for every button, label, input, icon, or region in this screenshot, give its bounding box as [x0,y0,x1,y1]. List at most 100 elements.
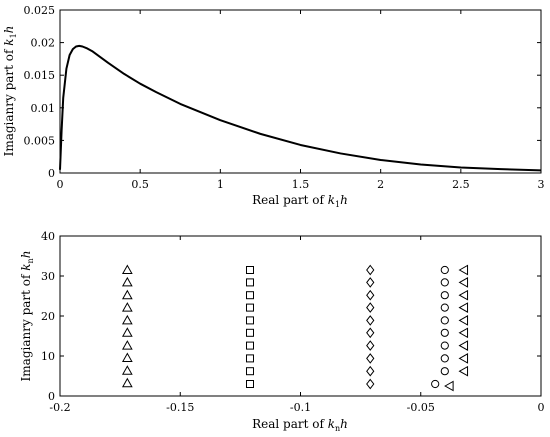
triangle-left-marker [458,340,469,351]
bottom-plot-frame [59,235,542,397]
top-series [59,44,542,172]
top-x-tick-label: 3 [538,178,545,191]
triangle-marker [121,314,133,325]
triangle-marker [121,352,133,362]
bottom-x-axis-label: Real part of knh [252,417,348,433]
triangle-marker [121,327,133,337]
bottom-x-tick-label: -0.15 [166,401,194,414]
bottom-y-tick-label: 10 [41,350,55,363]
circle-marker [440,265,449,275]
diamond-marker [366,277,375,288]
triangle-left-marker [458,315,469,326]
bottom-x-label-tail: h [340,417,348,431]
top-x-ticks: 0 0.5 1 1.5 2 2.5 3 [57,10,545,191]
diamond-marker [366,315,375,326]
square-marker [245,291,254,300]
circle-marker [440,278,449,287]
top-plot-frame [59,9,542,174]
triangle-left-marker [458,302,469,313]
square-marker [245,380,254,388]
circle-marker [431,379,440,389]
square-marker [245,328,254,337]
top-y-tick-label: 0.01 [31,102,56,115]
top-x-tick-label: 0 [57,178,64,191]
top-y-tick-label: 0 [48,167,55,180]
bottom-y-tick-label: 0 [48,390,55,403]
triangle-left-marker [458,365,469,377]
bottom-x-tick-label: -0.2 [49,401,70,414]
circle-marker [440,328,449,337]
top-x-axis-label: Real part of k1h [252,193,348,209]
top-y-tick-label: 0.005 [24,134,56,147]
top-x-label-tail: h [340,193,348,207]
top-y-label-sub: 1 [9,33,18,38]
diamond-marker [366,264,375,276]
square-marker [245,367,254,376]
square-marker [245,316,254,325]
diamond-marker [366,302,375,313]
bottom-y-ticks: 0 10 20 30 40 [41,230,541,403]
bottom-y-label-var: k [19,263,33,270]
triangle-marker [121,340,133,350]
top-y-label-main: Imagianry part of [2,46,16,157]
bottom-x-tick-label: 0 [538,401,545,414]
circle-marker [440,354,449,363]
bottom-x-tick-label: -0.1 [290,401,311,414]
bottom-y-tick-label: 20 [41,310,55,323]
bottom-x-label-var: k [328,417,335,431]
diamond-marker [366,327,375,339]
triangle-left-marker [458,353,469,364]
triangle-left-marker [458,277,469,288]
bottom-y-label-sub: n [26,258,35,263]
bottom-series [121,264,469,392]
top-y-tick-label: 0.025 [24,4,56,17]
top-y-label-tail: h [2,26,16,34]
triangle-marker [121,302,133,312]
top-y-ticks: 0 0.005 0.01 0.015 0.02 0.025 [24,4,541,180]
circle-marker [440,291,449,300]
bottom-x-label-main: Real part of [252,417,328,431]
bottom-y-label-main: Imagianry part of [19,271,33,382]
diamond-marker [366,365,375,377]
bottom-chart-panel: -0.2 -0.15 -0.1 -0.05 0 0 10 20 30 40 Real part … [19,230,545,433]
triangle-left-marker [458,327,469,339]
circle-marker [440,341,449,350]
top-series-line [59,44,542,172]
triangle-marker [121,264,133,274]
triangle-marker [121,276,133,287]
circle-marker [440,303,449,312]
top-y-axis-label: Imagianry part of k1h [2,26,18,157]
circle-marker [440,316,449,325]
top-x-tick-label: 0.5 [131,178,149,191]
top-x-tick-label: 2.5 [452,178,470,191]
triangle-marker [121,365,133,375]
bottom-y-label-tail: h [19,251,33,259]
triangle-left-marker [458,264,469,276]
top-x-label-main: Real part of [252,193,328,207]
square-marker [245,266,254,274]
top-chart-panel: 0 0.5 1 1.5 2 2.5 3 0 0.005 0.01 0.015 0.02 0.025 R… [2,4,545,209]
triangle-marker [121,289,133,300]
diamond-marker [366,289,375,301]
bottom-x-tick-label: -0.05 [407,401,435,414]
diamond-marker [366,378,375,390]
diamond-marker [366,340,375,351]
top-x-label-sub: 1 [335,200,340,209]
top-y-tick-label: 0.02 [31,37,56,50]
square-marker [245,354,254,363]
top-y-label-var: k [2,38,16,45]
bottom-y-tick-label: 40 [41,230,55,243]
top-x-label-var: k [328,193,335,207]
bottom-y-axis-label: Imagianry part of knh [19,251,35,382]
square-marker [245,341,254,350]
triangle-left-marker [458,289,469,301]
top-x-tick-label: 1.5 [292,178,310,191]
triangle-left-marker [444,380,454,392]
diamond-marker [366,353,375,364]
square-marker [245,303,254,312]
top-x-tick-label: 2 [377,178,384,191]
square-marker [245,278,254,287]
bottom-x-ticks: -0.2 -0.15 -0.1 -0.05 0 [49,236,545,414]
top-y-tick-label: 0.015 [24,69,56,82]
